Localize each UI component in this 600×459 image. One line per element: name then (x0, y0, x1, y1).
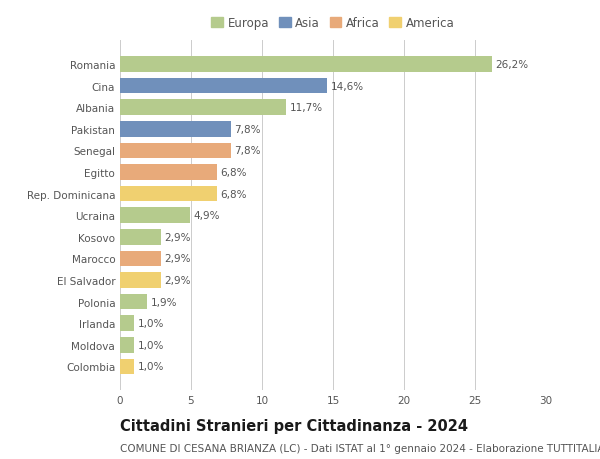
Bar (120, 143, 231, 159)
Text: Cittadini Stranieri per Cittadinanza - 2024: Cittadini Stranieri per Cittadinanza - 2… (120, 418, 468, 433)
Bar (120, 100, 286, 116)
Text: 2,9%: 2,9% (165, 232, 191, 242)
Text: 2,9%: 2,9% (165, 275, 191, 285)
Text: 7,8%: 7,8% (235, 124, 261, 134)
Text: COMUNE DI CESANA BRIANZA (LC) - Dati ISTAT al 1° gennaio 2024 - Elaborazione TUT: COMUNE DI CESANA BRIANZA (LC) - Dati IST… (120, 443, 600, 453)
Text: 1,0%: 1,0% (138, 362, 164, 371)
Bar (120, 294, 147, 310)
Text: 6,8%: 6,8% (220, 189, 247, 199)
Bar (120, 122, 231, 137)
Bar (120, 251, 161, 267)
Bar (120, 359, 134, 374)
Text: 1,0%: 1,0% (138, 319, 164, 329)
Text: 4,9%: 4,9% (193, 211, 220, 221)
Text: 6,8%: 6,8% (220, 168, 247, 178)
Text: 7,8%: 7,8% (235, 146, 261, 156)
Bar (120, 337, 134, 353)
Legend: Europa, Asia, Africa, America: Europa, Asia, Africa, America (206, 12, 460, 35)
Bar (120, 165, 217, 180)
Bar (120, 57, 492, 73)
Bar (120, 230, 161, 245)
Bar (120, 208, 190, 224)
Text: 26,2%: 26,2% (496, 60, 529, 70)
Bar (120, 186, 217, 202)
Text: 1,9%: 1,9% (151, 297, 177, 307)
Text: 14,6%: 14,6% (331, 82, 364, 91)
Text: 1,0%: 1,0% (138, 340, 164, 350)
Bar (120, 273, 161, 288)
Bar (120, 316, 134, 331)
Text: 2,9%: 2,9% (165, 254, 191, 264)
Text: 11,7%: 11,7% (290, 103, 323, 113)
Bar (120, 78, 328, 94)
